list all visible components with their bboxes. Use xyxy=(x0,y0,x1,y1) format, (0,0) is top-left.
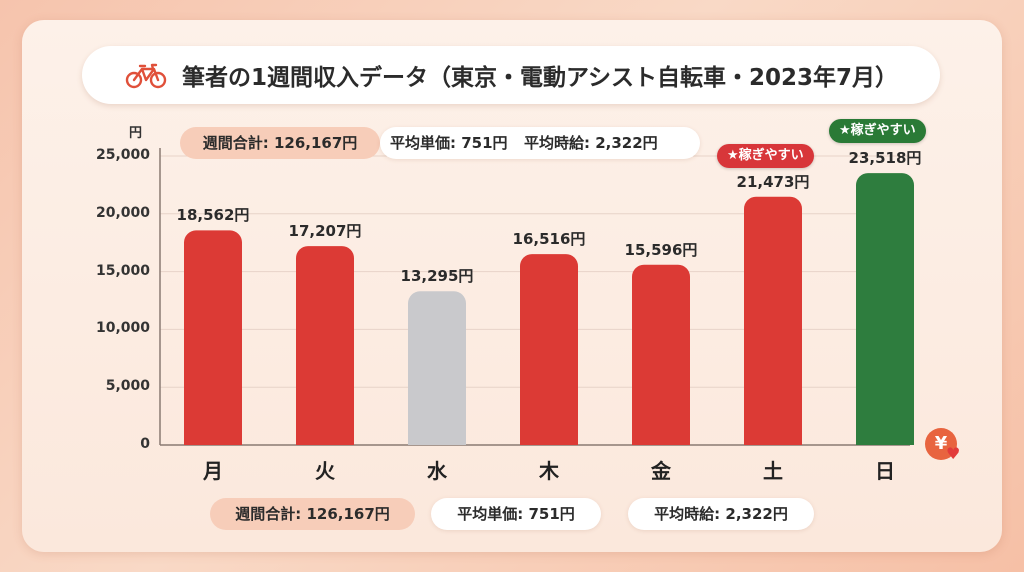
value-label: 23,518円 xyxy=(848,149,922,168)
bar-base-4 xyxy=(632,433,690,445)
y-tick-label: 15,000 xyxy=(95,262,150,279)
badge-easy-earning-sun: ★稼ぎやすい xyxy=(829,119,926,143)
bar-base-5 xyxy=(744,433,802,445)
bar-5 xyxy=(744,196,802,445)
value-label: 18,562円 xyxy=(176,206,250,225)
stat-avg-top-pill: 平均単価: 751円 平均時給: 2,322円 xyxy=(380,127,700,159)
y-tick-label: 5,000 xyxy=(105,378,150,395)
bar-2 xyxy=(408,291,466,445)
y-tick-label: 25,000 xyxy=(95,147,150,163)
stat-avg-hourly-bottom: 平均時給: 2,322円 xyxy=(628,498,814,530)
bar-1 xyxy=(296,246,354,445)
bicycle-icon xyxy=(125,63,167,89)
stat-avg-hourly-top: 平均時給: 2,322円 xyxy=(524,134,658,152)
value-label: 17,207円 xyxy=(288,222,362,241)
heart-icon: ♥ xyxy=(946,444,961,463)
bar-base-0 xyxy=(184,433,242,445)
page-title: 筆者の1週間収入データ（東京・電動アシスト自転車・2023年7月） xyxy=(181,65,899,91)
stat-avg-unit-price-top: 平均単価: 751円 xyxy=(390,134,508,152)
title-pill: 筆者の1週間収入データ（東京・電動アシスト自転車・2023年7月） xyxy=(82,46,940,104)
badge-easy-earning-sat: ★稼ぎやすい xyxy=(717,144,814,168)
stat-weekly-total-bottom: 週間合計: 126,167円 xyxy=(210,498,415,530)
bar-3 xyxy=(520,254,578,445)
stat-avg-unit-price-bottom: 平均単価: 751円 xyxy=(431,498,601,530)
value-label: 13,295円 xyxy=(400,267,474,286)
stat-weekly-total-top: 週間合計: 126,167円 xyxy=(180,127,380,159)
value-label: 16,516円 xyxy=(512,230,586,249)
bar-base-2 xyxy=(408,433,466,445)
x-tick-label: 土 xyxy=(763,459,783,483)
bar-0 xyxy=(184,230,242,445)
bar-4 xyxy=(632,264,690,445)
y-tick-label: 0 xyxy=(140,436,150,452)
value-label: 15,596円 xyxy=(624,240,698,259)
value-label: 21,473円 xyxy=(736,172,810,191)
x-tick-label: 水 xyxy=(427,459,447,483)
y-tick-label: 20,000 xyxy=(95,204,150,221)
bar-base-1 xyxy=(296,433,354,445)
bar-base-6 xyxy=(856,433,914,445)
x-tick-label: 金 xyxy=(651,459,671,483)
x-tick-label: 月 xyxy=(203,459,223,483)
x-tick-label: 火 xyxy=(315,459,335,483)
x-tick-label: 日 xyxy=(875,459,895,483)
bar-6 xyxy=(856,173,914,445)
bar-base-3 xyxy=(520,433,578,445)
y-axis-unit-label: 円 xyxy=(129,126,143,141)
y-tick-label: 10,000 xyxy=(95,320,150,337)
x-tick-label: 木 xyxy=(539,459,559,483)
yen-coin-icon: ¥ xyxy=(925,428,957,460)
